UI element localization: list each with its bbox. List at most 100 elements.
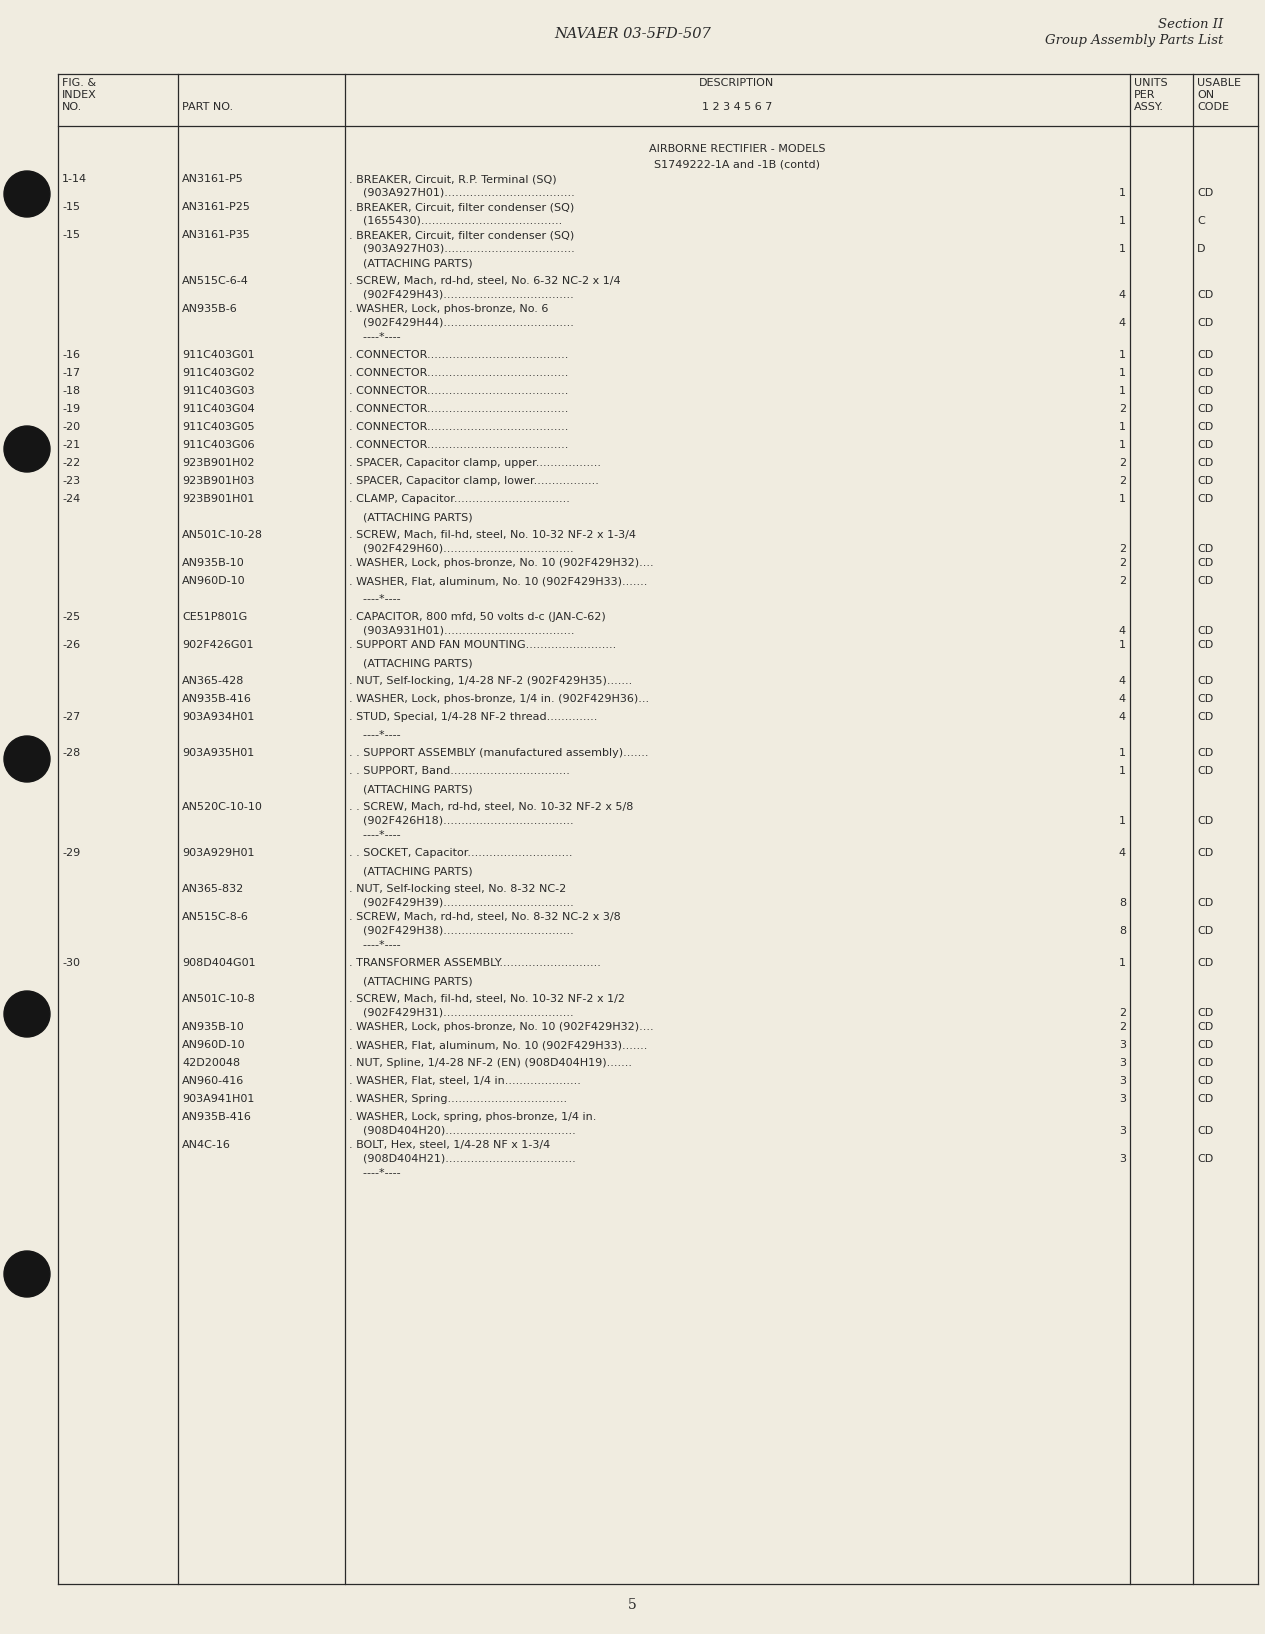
Text: DESCRIPTION: DESCRIPTION bbox=[700, 78, 774, 88]
Text: . WASHER, Lock, phos-bronze, No. 6: . WASHER, Lock, phos-bronze, No. 6 bbox=[349, 304, 548, 314]
Text: -26: -26 bbox=[62, 641, 80, 650]
Text: ----*----: ----*---- bbox=[349, 1168, 401, 1178]
Text: CD: CD bbox=[1197, 557, 1213, 569]
Text: . SPACER, Capacitor clamp, upper..................: . SPACER, Capacitor clamp, upper........… bbox=[349, 458, 601, 467]
Text: CD: CD bbox=[1197, 422, 1213, 431]
Text: CD: CD bbox=[1197, 544, 1213, 554]
Text: . NUT, Spline, 1/4-28 NF-2 (EN) (908D404H19).......: . NUT, Spline, 1/4-28 NF-2 (EN) (908D404… bbox=[349, 1057, 632, 1069]
Text: (ATTACHING PARTS): (ATTACHING PARTS) bbox=[349, 866, 473, 876]
Text: -20: -20 bbox=[62, 422, 80, 431]
Text: 4: 4 bbox=[1118, 317, 1126, 327]
Text: CD: CD bbox=[1197, 641, 1213, 650]
Text: 911C403G03: 911C403G03 bbox=[182, 386, 254, 395]
Text: (1655430).......................................: (1655430)...............................… bbox=[349, 216, 562, 225]
Text: (902F429H39)....................................: (902F429H39)............................… bbox=[349, 897, 574, 907]
Text: 1: 1 bbox=[1120, 216, 1126, 225]
Text: 1: 1 bbox=[1120, 386, 1126, 395]
Text: 3: 3 bbox=[1120, 1077, 1126, 1087]
Text: . WASHER, Lock, phos-bronze, No. 10 (902F429H32)....: . WASHER, Lock, phos-bronze, No. 10 (902… bbox=[349, 1021, 654, 1033]
Text: 1-14: 1-14 bbox=[62, 173, 87, 185]
Text: (903A931H01)....................................: (903A931H01)............................… bbox=[349, 626, 574, 636]
Text: CD: CD bbox=[1197, 815, 1213, 825]
Text: CD: CD bbox=[1197, 694, 1213, 704]
Text: CD: CD bbox=[1197, 1126, 1213, 1136]
Text: . SPACER, Capacitor clamp, lower..................: . SPACER, Capacitor clamp, lower........… bbox=[349, 475, 598, 485]
Text: ----*----: ----*---- bbox=[349, 730, 401, 740]
Text: 8: 8 bbox=[1118, 897, 1126, 907]
Text: CD: CD bbox=[1197, 188, 1213, 198]
Text: . WASHER, Flat, aluminum, No. 10 (902F429H33).......: . WASHER, Flat, aluminum, No. 10 (902F42… bbox=[349, 1039, 648, 1051]
Circle shape bbox=[4, 735, 51, 783]
Text: . BREAKER, Circuit, filter condenser (SQ): . BREAKER, Circuit, filter condenser (SQ… bbox=[349, 203, 574, 212]
Text: . CONNECTOR.......................................: . CONNECTOR.............................… bbox=[349, 404, 568, 413]
Text: 4: 4 bbox=[1118, 848, 1126, 858]
Text: CD: CD bbox=[1197, 440, 1213, 449]
Text: (902F429H31)....................................: (902F429H31)............................… bbox=[349, 1008, 573, 1018]
Text: 1: 1 bbox=[1120, 766, 1126, 776]
Text: AN501C-10-28: AN501C-10-28 bbox=[182, 529, 263, 539]
Text: . . SUPPORT ASSEMBLY (manufactured assembly).......: . . SUPPORT ASSEMBLY (manufactured assem… bbox=[349, 748, 649, 758]
Text: CD: CD bbox=[1197, 368, 1213, 377]
Text: CD: CD bbox=[1197, 712, 1213, 722]
Text: USABLE: USABLE bbox=[1197, 78, 1241, 88]
Text: . WASHER, Lock, phos-bronze, No. 10 (902F429H32)....: . WASHER, Lock, phos-bronze, No. 10 (902… bbox=[349, 557, 654, 569]
Text: AN3161-P5: AN3161-P5 bbox=[182, 173, 244, 185]
Text: . SUPPORT AND FAN MOUNTING.........................: . SUPPORT AND FAN MOUNTING..............… bbox=[349, 641, 616, 650]
Text: -22: -22 bbox=[62, 458, 80, 467]
Text: CD: CD bbox=[1197, 958, 1213, 967]
Circle shape bbox=[4, 426, 51, 472]
Text: C: C bbox=[1197, 216, 1204, 225]
Text: CD: CD bbox=[1197, 458, 1213, 467]
Text: -27: -27 bbox=[62, 712, 80, 722]
Text: CD: CD bbox=[1197, 676, 1213, 686]
Text: 2: 2 bbox=[1118, 1008, 1126, 1018]
Text: CE51P801G: CE51P801G bbox=[182, 613, 247, 623]
Text: 911C403G01: 911C403G01 bbox=[182, 350, 254, 359]
Text: AN935B-10: AN935B-10 bbox=[182, 557, 244, 569]
Text: FIG. &: FIG. & bbox=[62, 78, 96, 88]
Text: (902F426H18)....................................: (902F426H18)............................… bbox=[349, 815, 573, 825]
Text: CD: CD bbox=[1197, 766, 1213, 776]
Text: . . SUPPORT, Band.................................: . . SUPPORT, Band.......................… bbox=[349, 766, 569, 776]
Text: (902F429H43)....................................: (902F429H43)............................… bbox=[349, 289, 574, 299]
Text: -15: -15 bbox=[62, 230, 80, 240]
Text: (ATTACHING PARTS): (ATTACHING PARTS) bbox=[349, 975, 473, 985]
Text: CD: CD bbox=[1197, 1095, 1213, 1105]
Text: ON: ON bbox=[1197, 90, 1214, 100]
Text: 4: 4 bbox=[1118, 694, 1126, 704]
Text: (903A927H01)....................................: (903A927H01)............................… bbox=[349, 188, 574, 198]
Text: AN501C-10-8: AN501C-10-8 bbox=[182, 993, 256, 1003]
Text: . CONNECTOR.......................................: . CONNECTOR.............................… bbox=[349, 386, 568, 395]
Text: AN935B-416: AN935B-416 bbox=[182, 1113, 252, 1123]
Text: AN935B-416: AN935B-416 bbox=[182, 694, 252, 704]
Text: (ATTACHING PARTS): (ATTACHING PARTS) bbox=[349, 784, 473, 794]
Text: ASSY.: ASSY. bbox=[1133, 101, 1164, 113]
Text: CODE: CODE bbox=[1197, 101, 1230, 113]
Text: NAVAER 03-5FD-507: NAVAER 03-5FD-507 bbox=[554, 28, 711, 41]
Text: 2: 2 bbox=[1118, 458, 1126, 467]
Text: -29: -29 bbox=[62, 848, 80, 858]
Text: CD: CD bbox=[1197, 1154, 1213, 1163]
Text: CD: CD bbox=[1197, 350, 1213, 359]
Text: -18: -18 bbox=[62, 386, 80, 395]
Text: -21: -21 bbox=[62, 440, 80, 449]
Text: CD: CD bbox=[1197, 1057, 1213, 1069]
Text: AN960D-10: AN960D-10 bbox=[182, 1039, 245, 1051]
Text: 1: 1 bbox=[1120, 958, 1126, 967]
Text: 1: 1 bbox=[1120, 815, 1126, 825]
Text: . SCREW, Mach, fil-hd, steel, No. 10-32 NF-2 x 1-3/4: . SCREW, Mach, fil-hd, steel, No. 10-32 … bbox=[349, 529, 636, 539]
Text: . . SCREW, Mach, rd-hd, steel, No. 10-32 NF-2 x 5/8: . . SCREW, Mach, rd-hd, steel, No. 10-32… bbox=[349, 802, 634, 812]
Text: . CONNECTOR.......................................: . CONNECTOR.............................… bbox=[349, 350, 568, 359]
Text: 903A935H01: 903A935H01 bbox=[182, 748, 254, 758]
Text: -28: -28 bbox=[62, 748, 80, 758]
Text: INDEX: INDEX bbox=[62, 90, 96, 100]
Text: . WASHER, Flat, steel, 1/4 in.....................: . WASHER, Flat, steel, 1/4 in...........… bbox=[349, 1077, 581, 1087]
Text: . SCREW, Mach, rd-hd, steel, No. 8-32 NC-2 x 3/8: . SCREW, Mach, rd-hd, steel, No. 8-32 NC… bbox=[349, 912, 621, 922]
Text: 3: 3 bbox=[1120, 1095, 1126, 1105]
Text: . NUT, Self-locking steel, No. 8-32 NC-2: . NUT, Self-locking steel, No. 8-32 NC-2 bbox=[349, 884, 567, 894]
Text: CD: CD bbox=[1197, 386, 1213, 395]
Text: 4: 4 bbox=[1118, 712, 1126, 722]
Text: . SCREW, Mach, fil-hd, steel, No. 10-32 NF-2 x 1/2: . SCREW, Mach, fil-hd, steel, No. 10-32 … bbox=[349, 993, 625, 1003]
Text: AIRBORNE RECTIFIER - MODELS: AIRBORNE RECTIFIER - MODELS bbox=[649, 144, 825, 154]
Text: 2: 2 bbox=[1118, 544, 1126, 554]
